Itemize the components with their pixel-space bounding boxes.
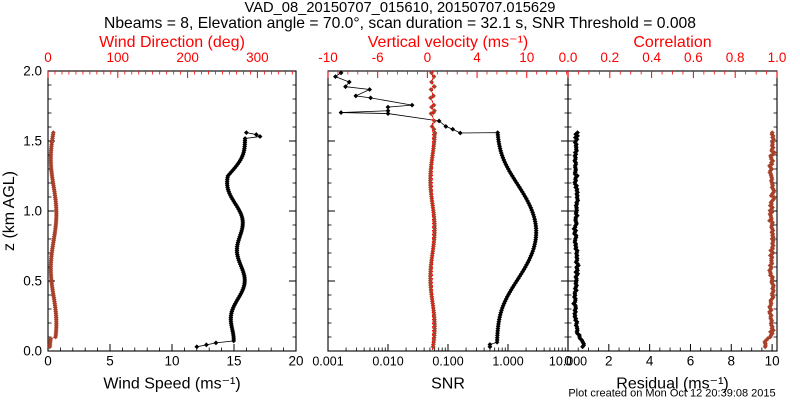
svg-text:0.6: 0.6 [684, 50, 703, 65]
svg-text:-10: -10 [318, 50, 338, 65]
svg-text:Correlation: Correlation [633, 34, 711, 51]
svg-text:0.001: 0.001 [312, 355, 343, 369]
svg-text:10: 10 [164, 354, 179, 369]
svg-text:1.0: 1.0 [23, 204, 42, 219]
svg-text:15: 15 [226, 354, 241, 369]
svg-text:VAD_08_20150707_015610, 201507: VAD_08_20150707_015610, 20150707.015629 [245, 0, 556, 16]
svg-text:SNR: SNR [431, 376, 465, 393]
svg-text:5: 5 [106, 354, 114, 369]
svg-text:0.4: 0.4 [642, 50, 661, 65]
svg-text:z (km AGL): z (km AGL) [1, 171, 18, 251]
svg-text:20: 20 [288, 354, 303, 369]
svg-text:10: 10 [519, 50, 534, 65]
svg-text:Wind Speed (ms⁻¹): Wind Speed (ms⁻¹) [103, 376, 240, 393]
svg-text:1.5: 1.5 [23, 134, 42, 149]
svg-text:2.0: 2.0 [23, 64, 42, 79]
svg-text:300: 300 [246, 50, 269, 65]
svg-text:0: 0 [44, 50, 52, 65]
svg-text:8: 8 [728, 354, 736, 369]
svg-text:Wind Direction (deg): Wind Direction (deg) [99, 34, 245, 51]
svg-text:200: 200 [176, 50, 199, 65]
svg-text:100: 100 [107, 50, 130, 65]
svg-text:0: 0 [424, 50, 432, 65]
svg-text:2: 2 [605, 354, 613, 369]
svg-text:0.2: 0.2 [600, 50, 619, 65]
svg-text:Vertical velocity (ms⁻¹): Vertical velocity (ms⁻¹) [368, 34, 528, 51]
svg-text:Nbeams = 8, Elevation angle =: Nbeams = 8, Elevation angle = 70.0°, sca… [104, 15, 696, 32]
svg-text:1.000: 1.000 [492, 355, 523, 369]
svg-text:10: 10 [765, 354, 780, 369]
svg-text:1.0: 1.0 [768, 50, 787, 65]
svg-text:Plot created on Mon Oct 12 20:: Plot created on Mon Oct 12 20:39:08 2015 [568, 388, 775, 400]
svg-text:0: 0 [44, 354, 52, 369]
svg-text:0.100: 0.100 [432, 355, 463, 369]
svg-text:4: 4 [646, 354, 654, 369]
svg-text:6: 6 [687, 354, 695, 369]
svg-text:0.010: 0.010 [372, 355, 403, 369]
svg-text:0.5: 0.5 [23, 274, 42, 289]
svg-text:0: 0 [564, 354, 572, 369]
svg-text:0.8: 0.8 [726, 50, 745, 65]
svg-text:0.0: 0.0 [559, 50, 578, 65]
svg-text:4: 4 [473, 50, 481, 65]
svg-text:-6: -6 [372, 50, 384, 65]
svg-text:0.0: 0.0 [23, 344, 42, 359]
